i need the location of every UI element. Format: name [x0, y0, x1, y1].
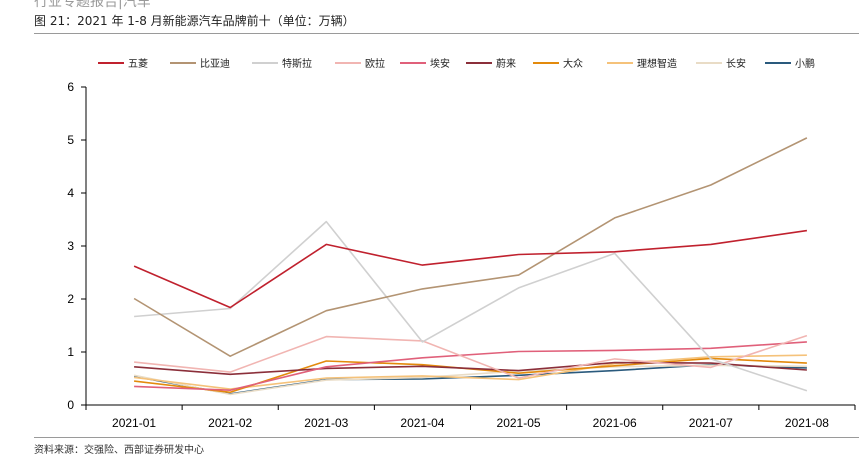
y-tick-label: 6	[67, 80, 74, 94]
x-tick-label: 2021-07	[689, 416, 733, 430]
legend-label: 五菱	[128, 58, 148, 70]
legend-label: 欧拉	[365, 57, 385, 70]
series-line-6	[134, 361, 807, 376]
series-line-3	[134, 220, 808, 392]
y-tick-label: 5	[67, 133, 74, 147]
x-tick-label: 2021-02	[208, 416, 252, 430]
y-tick-label: 2	[67, 292, 74, 306]
source-note: 资料来源：交强险、西部证券研发中心	[34, 445, 204, 456]
legend-label: 大众	[563, 57, 583, 70]
bottom-divider	[34, 437, 859, 438]
top-divider	[34, 33, 859, 34]
legend-label: 小鹏	[795, 57, 815, 70]
chart-series	[133, 137, 808, 396]
x-tick-label: 2021-06	[593, 416, 637, 430]
y-tick-label: 1	[67, 345, 74, 359]
y-tick-label: 3	[67, 239, 74, 253]
report-header-fragment: 行业专题报告|汽车	[34, 0, 151, 10]
x-tick-label: 2021-08	[785, 416, 829, 430]
legend-label: 理想智造	[637, 57, 677, 70]
series-line-5	[134, 341, 807, 392]
chart-axes: 0 1 2 3 4 5 6 2021-01 2021-02 2021-03 2021-04 2021-…	[67, 80, 856, 430]
series-line-1	[133, 229, 808, 309]
x-tick-label: 2021-05	[497, 416, 541, 430]
x-tick-label: 2021-03	[304, 416, 348, 430]
series-line-4	[134, 334, 808, 379]
legend-label: 埃安	[430, 57, 450, 70]
series-line-2	[133, 137, 808, 358]
y-tick-label: 4	[67, 186, 74, 200]
x-tick-label: 2021-04	[400, 416, 444, 430]
legend-label: 比亚迪	[200, 58, 230, 70]
legend-label: 长安	[726, 57, 746, 70]
y-tick-label: 0	[67, 398, 74, 412]
legend-label: 特斯拉	[282, 57, 312, 70]
x-tick-label: 2021-01	[112, 416, 156, 430]
legend-label: 蔚来	[496, 58, 516, 70]
figure-title: 图 21：2021 年 1-8 月新能源汽车品牌前十（单位：万辆）	[34, 14, 355, 28]
chart-legend: 五菱 比亚迪 特斯拉 欧拉 埃安 蔚来 大众 理想智造 长安 小鹏	[98, 57, 815, 70]
